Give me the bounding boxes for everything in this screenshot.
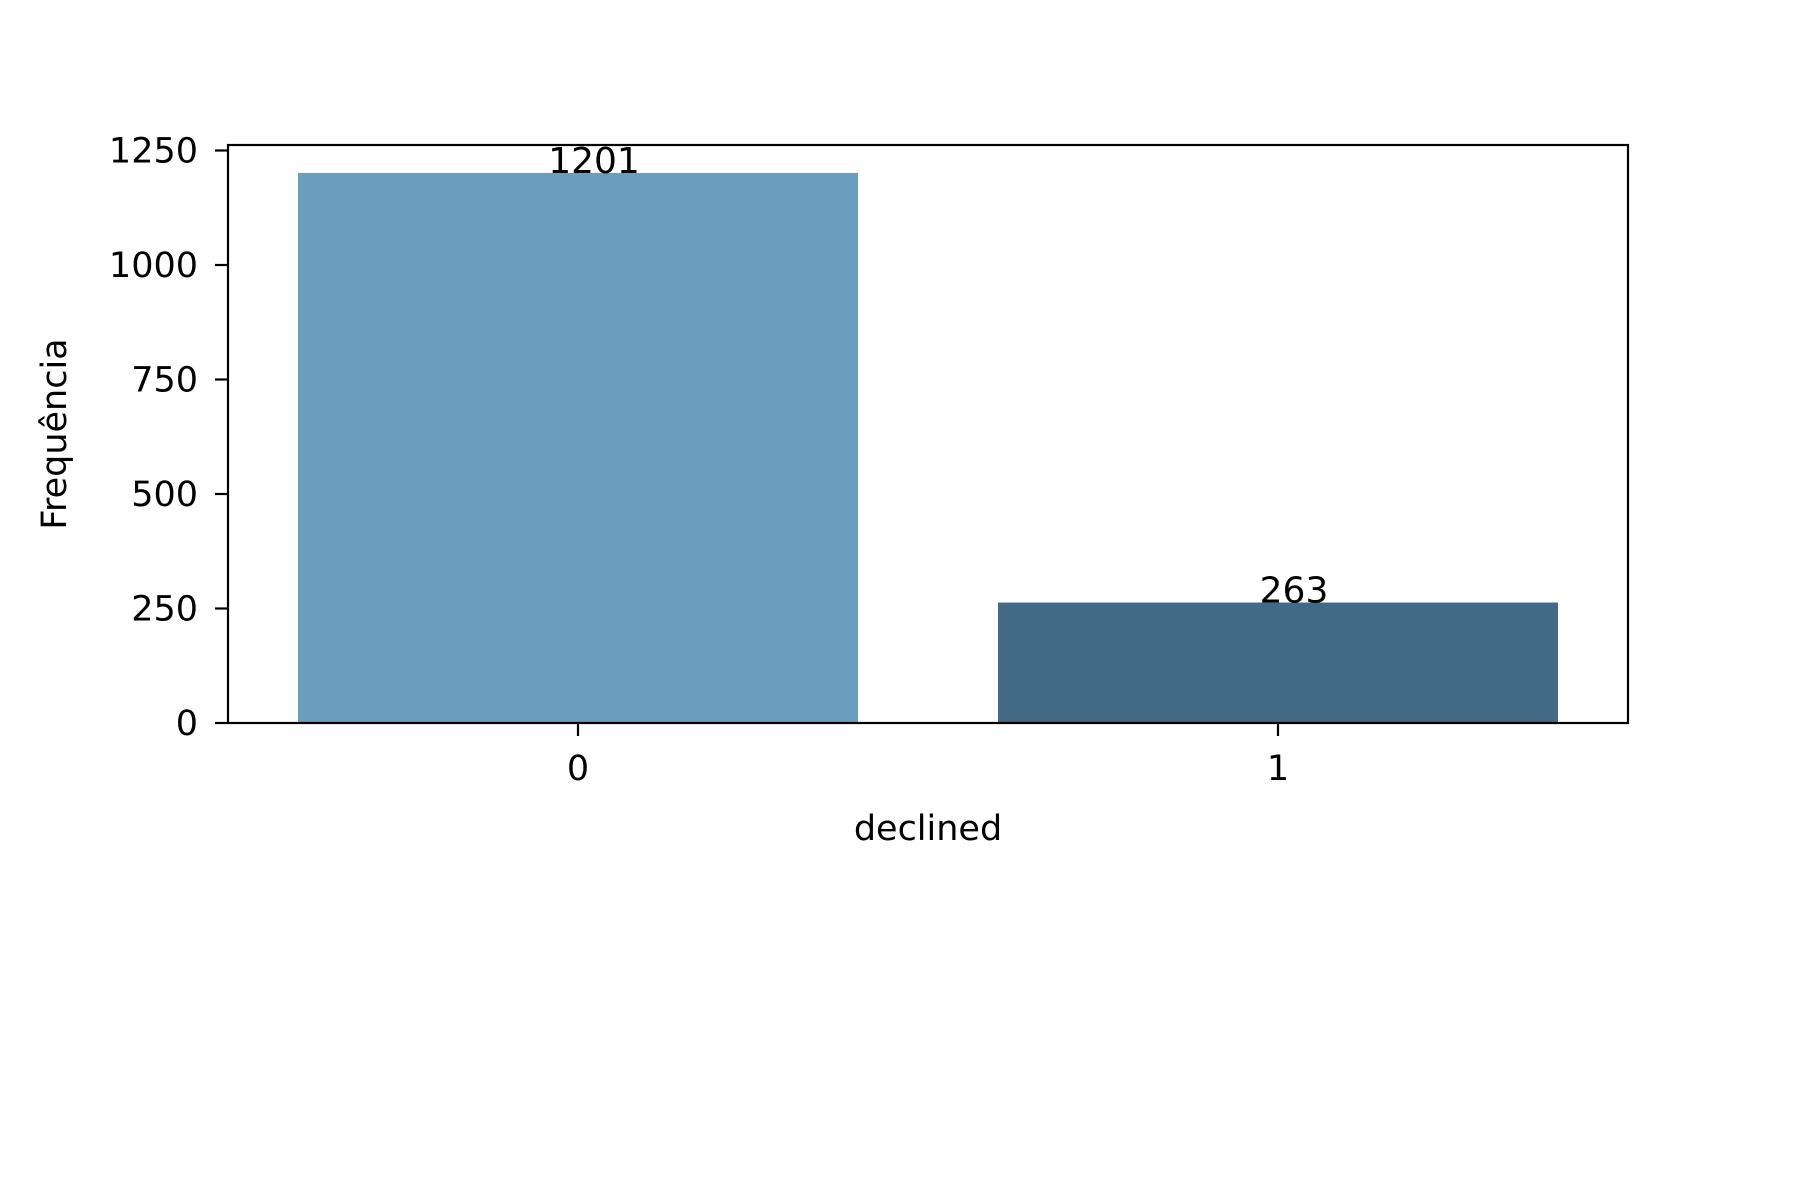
y-tick-label: 1000	[109, 246, 198, 286]
bar-1	[998, 602, 1558, 723]
y-tick-label: 250	[131, 589, 198, 629]
x-tick-label: 1	[1267, 749, 1289, 789]
bar-0	[298, 172, 858, 724]
y-axis: 0 250 500 750 1000 1250	[109, 131, 228, 744]
plot-area-frame	[226, 143, 1630, 725]
x-tick-label: 0	[567, 749, 589, 789]
bar-value-label: 1201	[548, 141, 640, 182]
y-tick-label: 1250	[109, 131, 198, 171]
y-axis-label: Frequência	[35, 338, 75, 529]
data-labels-layer: 1201 263	[548, 141, 1328, 612]
y-tick-label: 500	[131, 475, 198, 515]
y-tick-label: 750	[131, 360, 198, 400]
x-axis-label: declined	[854, 809, 1002, 849]
bars-layer	[298, 172, 1558, 724]
bar-value-label: 263	[1260, 571, 1329, 612]
y-tick-label: 0	[176, 704, 198, 744]
